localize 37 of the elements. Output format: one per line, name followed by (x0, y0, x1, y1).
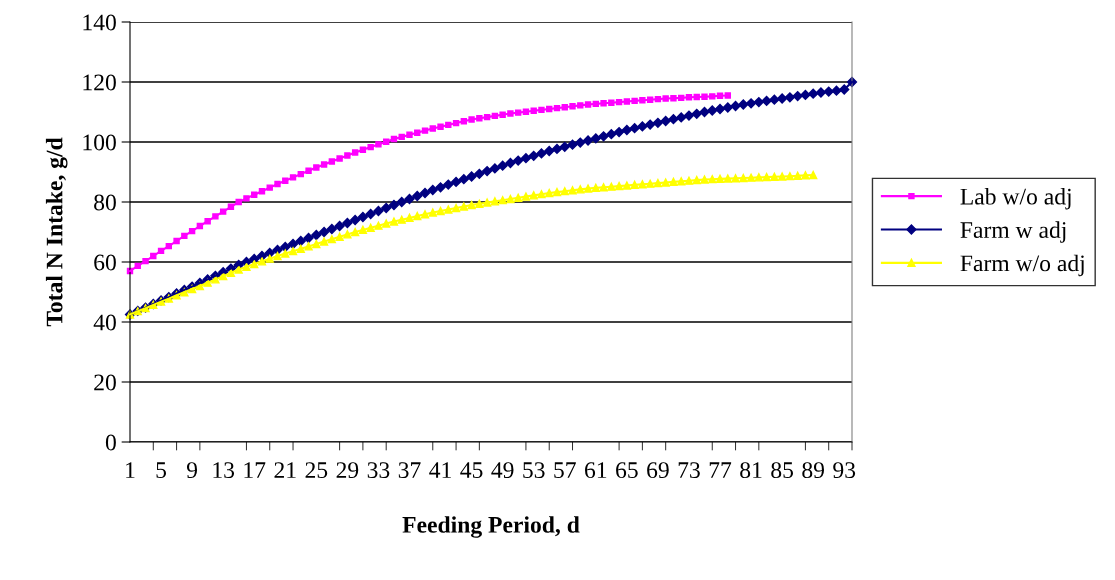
x-tick-label: 57 (554, 462, 576, 479)
y-tick-label: 100 (83, 134, 116, 151)
x-tick-label: 69 (647, 462, 669, 479)
y-tick-label: 80 (94, 194, 116, 211)
y-tick-label: 0 (105, 434, 116, 451)
x-tick-label: 9 (186, 462, 198, 479)
x-axis-title: Feeding Period, d (402, 516, 580, 538)
x-tick-label: 77 (709, 462, 732, 478)
legend-label: Farm w/o adj (960, 254, 1084, 277)
x-tick-label: 45 (460, 462, 483, 479)
legend-label: Farm w adj (960, 221, 1066, 243)
y-tick-label: 120 (83, 74, 116, 91)
x-tick-label: 49 (491, 462, 514, 479)
x-tick-label: 41 (429, 462, 451, 478)
legend-label: Lab w/o adj (960, 188, 1071, 210)
x-tick-label: 13 (213, 462, 235, 479)
x-tick-label: 5 (156, 462, 167, 479)
x-tick-label: 33 (367, 462, 390, 479)
x-tick-label: 17 (244, 462, 266, 478)
x-tick-label: 25 (305, 462, 328, 479)
y-axis-title: Total N Intake, g/d (45, 137, 68, 327)
y-tick-label: 40 (93, 314, 116, 331)
x-tick-label: 61 (585, 462, 607, 479)
x-tick-label: 21 (274, 462, 296, 478)
x-tick-label: 89 (802, 462, 825, 479)
x-tick-label: 73 (678, 462, 700, 479)
y-tick-label: 20 (94, 374, 116, 391)
x-tick-label: 53 (523, 462, 545, 479)
x-tick-label: 37 (398, 462, 421, 479)
x-tick-label: 1 (126, 462, 135, 478)
x-tick-label: 93 (833, 462, 856, 479)
x-tick-label: 65 (616, 462, 638, 479)
y-tick-label: 140 (83, 14, 116, 31)
y-tick-label: 60 (94, 254, 116, 271)
x-tick-label: 81 (740, 462, 762, 479)
x-tick-label: 29 (336, 462, 359, 479)
x-tick-label: 85 (771, 462, 794, 479)
